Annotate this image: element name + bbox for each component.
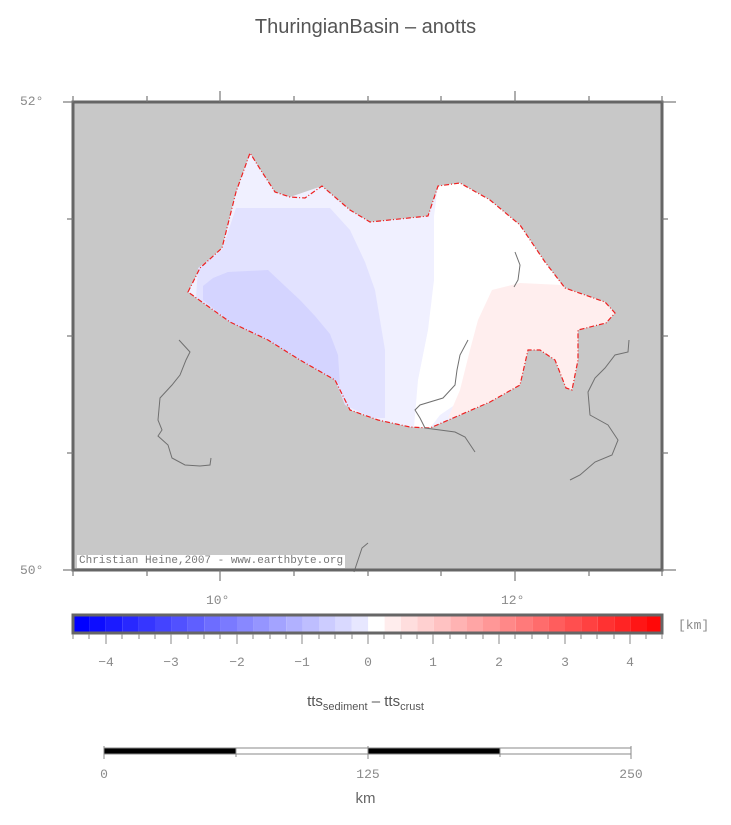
river-south bbox=[353, 542, 369, 573]
colorbar-unit: [km] bbox=[678, 618, 710, 633]
colorbar-title: ttssediment – ttscrust bbox=[0, 693, 731, 713]
credit-label: Christian Heine,2007 - www.earthbyte.org bbox=[77, 555, 346, 568]
lon-label-10: 10° bbox=[206, 593, 230, 608]
rivers bbox=[157, 251, 630, 573]
lat-label-50: 50° bbox=[20, 563, 44, 578]
colorbar-title-part: tts bbox=[307, 693, 323, 710]
colorbar-tick-label: 1 bbox=[429, 655, 437, 670]
river-east-short bbox=[513, 251, 521, 288]
scalebar-label-0: 0 bbox=[100, 767, 108, 782]
river-east bbox=[569, 339, 630, 481]
colorbar bbox=[71, 613, 664, 635]
colorbar-tick-label: −2 bbox=[229, 655, 245, 670]
colorbar-title-sub: crust bbox=[400, 701, 424, 713]
lon-label-12: 12° bbox=[501, 593, 525, 608]
river-west bbox=[157, 339, 212, 467]
map-title: ThuringianBasin – anotts bbox=[254, 16, 477, 38]
scalebar-label-250: 250 bbox=[619, 767, 643, 782]
colorbar-tick-label: −1 bbox=[294, 655, 310, 670]
colorbar-title-sub: sediment bbox=[322, 701, 368, 713]
scalebar-label-125: 125 bbox=[356, 767, 380, 782]
scale-bar bbox=[103, 746, 632, 759]
colorbar-tick-label: 3 bbox=[561, 655, 569, 670]
colorbar-tick-label: 2 bbox=[495, 655, 503, 670]
colorbar-title-part: – tts bbox=[367, 693, 401, 710]
basin-boundary bbox=[187, 151, 616, 429]
basin-anomaly-grid bbox=[188, 153, 615, 428]
colorbar-tick-label: 4 bbox=[626, 655, 634, 670]
colorbar-tick-label: −4 bbox=[98, 655, 114, 670]
map-ticks bbox=[63, 91, 676, 581]
colorbar-tick-label: −3 bbox=[163, 655, 179, 670]
colorbar-ticks bbox=[72, 634, 663, 644]
colorbar-tick-label: 0 bbox=[364, 655, 372, 670]
scalebar-unit: km bbox=[355, 790, 376, 807]
river-central bbox=[414, 339, 476, 453]
lat-label-52: 52° bbox=[20, 94, 44, 109]
